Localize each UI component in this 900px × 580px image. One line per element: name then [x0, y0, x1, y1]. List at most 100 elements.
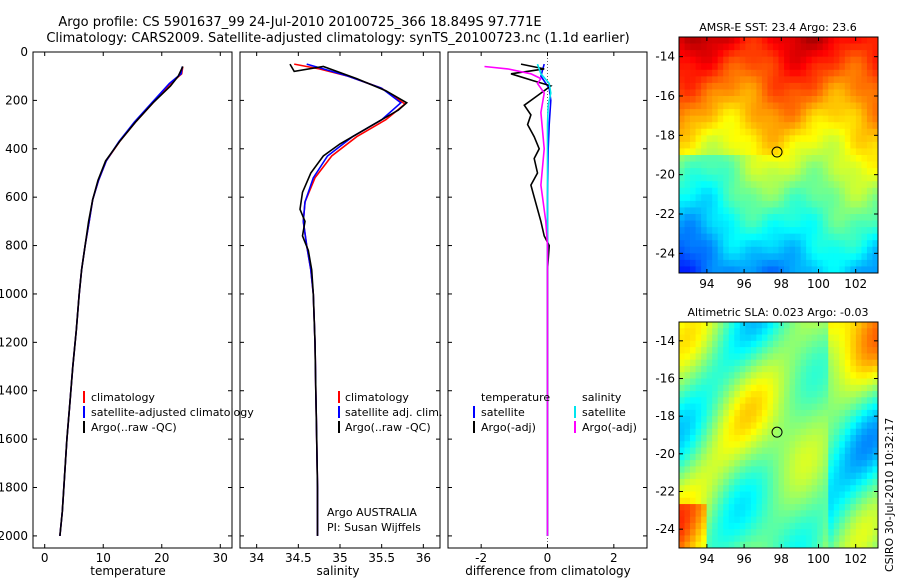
map-cell [706, 266, 713, 274]
map-cell [723, 447, 730, 455]
map-cell [723, 181, 730, 189]
map-cell [684, 522, 691, 530]
map-cell [850, 504, 857, 511]
map-cell [817, 135, 824, 143]
map-cell [828, 43, 835, 51]
timestamp: CSIRO 30-Jul-2010 10:32:17 [883, 418, 896, 572]
map-cell [761, 161, 768, 169]
map-cell [828, 76, 835, 84]
map-cell [690, 359, 696, 367]
map-cell [866, 148, 873, 156]
map-cell [728, 365, 735, 373]
map-cell [806, 416, 813, 423]
map-cell [850, 128, 857, 136]
map-cell [872, 478, 879, 486]
map-cells [679, 37, 879, 274]
map-cell [778, 181, 785, 189]
map-cell [800, 365, 807, 373]
map-cell [739, 384, 746, 392]
map-cell [745, 43, 752, 51]
map-cell [839, 516, 846, 524]
map-cell [844, 37, 851, 44]
map-cell [750, 214, 757, 221]
map-cell [822, 128, 829, 136]
map-cell [806, 322, 813, 329]
map-cell [866, 322, 873, 329]
map-cell [833, 403, 840, 411]
map-cell [850, 372, 857, 379]
map-cell [761, 504, 768, 511]
map-cell [756, 435, 763, 442]
map-cell [855, 214, 862, 221]
map-cell [706, 485, 713, 492]
map-cell [701, 491, 708, 499]
map-cell [734, 334, 741, 342]
map-cell [850, 266, 857, 274]
map-cell [761, 168, 768, 176]
map-cell [690, 37, 696, 44]
map-cell [734, 115, 741, 123]
map-cell [745, 259, 752, 267]
map-cell [839, 69, 846, 77]
map-cell [750, 82, 757, 90]
map-cell [750, 259, 757, 267]
map-cell [855, 466, 862, 474]
map-cell [734, 435, 741, 442]
map-cell [789, 435, 796, 442]
map-cell [745, 447, 752, 455]
map-cell [695, 359, 702, 367]
map-cell [872, 141, 879, 149]
map-cell [828, 253, 835, 261]
y-tick-label: 1000 [0, 287, 28, 301]
map-cell [723, 516, 730, 524]
map-cell [806, 397, 813, 405]
map-cell [690, 409, 696, 417]
map-cell [684, 409, 691, 417]
map-cell [839, 56, 846, 64]
map-cell [789, 510, 796, 518]
map-cell [728, 391, 735, 398]
map-cell [800, 227, 807, 235]
map-cell [844, 148, 851, 156]
map-cell [833, 422, 840, 430]
map-cell [717, 161, 724, 169]
map-cell [778, 428, 785, 436]
map-cell [745, 485, 752, 492]
map-cell [872, 334, 879, 342]
map-cell [866, 422, 873, 430]
map-cell [833, 266, 840, 274]
map-cell [690, 155, 696, 162]
map-cell [734, 322, 741, 329]
map-cell [855, 96, 862, 103]
map-cell [734, 347, 741, 354]
map-cell [745, 50, 752, 58]
map-cell [695, 174, 702, 182]
map-cell [723, 102, 730, 110]
map-cell [734, 428, 741, 436]
map-cell [806, 422, 813, 430]
map-cell [850, 435, 857, 442]
map-cell [822, 466, 829, 474]
map-cell [701, 253, 708, 261]
map-cell [806, 135, 813, 143]
map-cell [750, 122, 757, 130]
y-tick-label: 1600 [0, 432, 28, 446]
map-cell [855, 403, 862, 411]
map-cell [828, 155, 835, 162]
map-cell [778, 340, 785, 348]
map-cell [784, 409, 790, 417]
map-cell [723, 135, 730, 143]
map-cell [679, 102, 685, 110]
map-cell [690, 422, 696, 430]
map-cell [761, 50, 768, 58]
map-cell [750, 466, 757, 474]
map-cell [679, 359, 685, 367]
map-cell [800, 529, 807, 536]
salinity-xlabel: salinity [316, 564, 359, 578]
map-cell [728, 194, 735, 202]
map-cell [690, 453, 696, 461]
map-cell [850, 328, 857, 335]
map-cell [739, 43, 746, 51]
map-cell [789, 472, 796, 480]
map-cell [750, 181, 757, 189]
